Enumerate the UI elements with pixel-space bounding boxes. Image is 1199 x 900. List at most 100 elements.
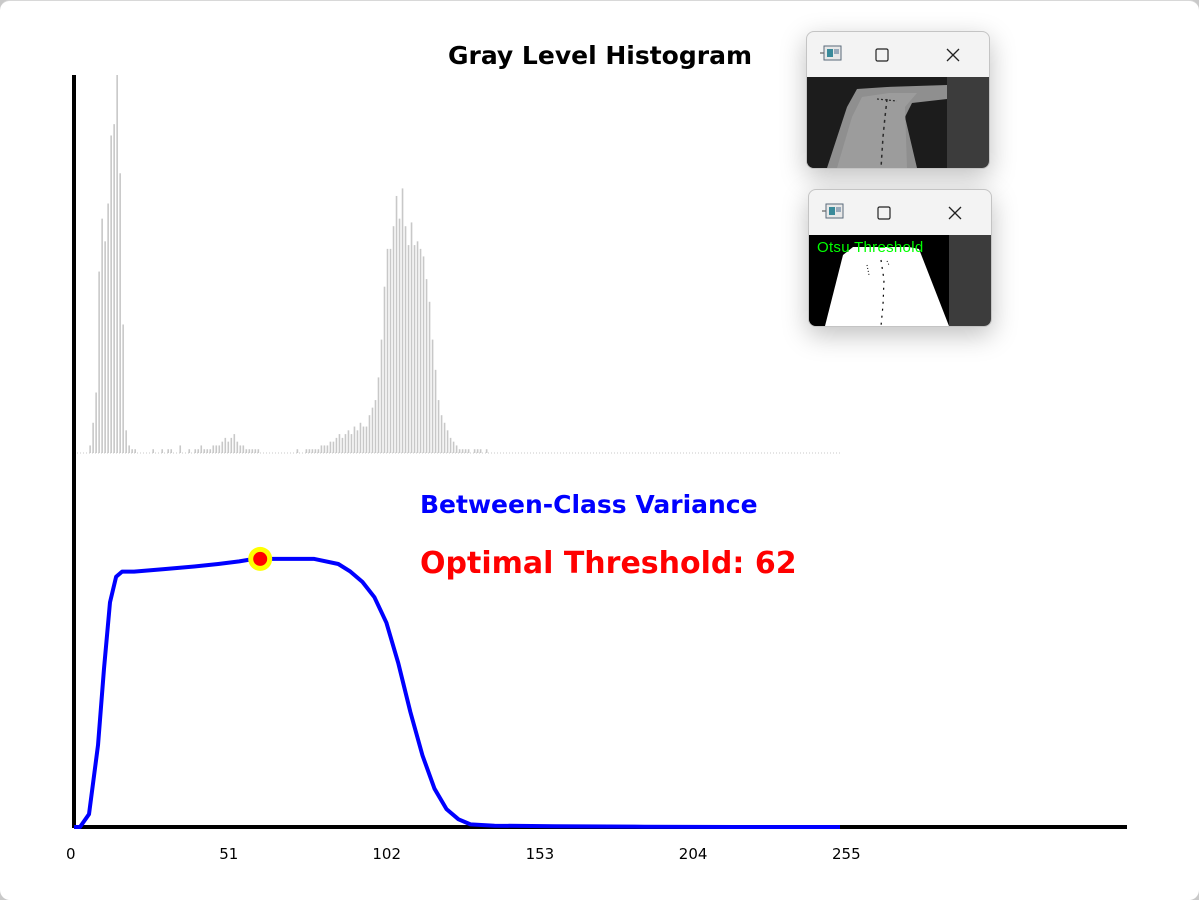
histogram-bar	[311, 449, 314, 453]
histogram-bar	[227, 441, 230, 453]
histogram-bar	[95, 392, 97, 453]
histogram-bar	[350, 434, 353, 453]
close-button[interactable]	[940, 200, 970, 226]
histogram-bar	[167, 449, 170, 453]
close-icon	[948, 206, 962, 220]
maximize-button[interactable]	[867, 42, 897, 68]
titlebar[interactable]	[809, 190, 991, 235]
histogram-bar	[431, 339, 434, 453]
histogram-bar	[206, 449, 209, 453]
histogram-bar	[257, 449, 260, 453]
maximize-button[interactable]	[869, 200, 899, 226]
histogram-bar	[434, 369, 437, 453]
x-tick-label: 51	[219, 845, 238, 863]
histogram-bar	[245, 449, 248, 453]
histogram-bar	[248, 449, 251, 453]
histogram-bar	[296, 449, 299, 453]
titlebar[interactable]	[807, 32, 989, 77]
histogram-bar	[101, 218, 103, 453]
histogram-bar	[374, 400, 377, 453]
x-tick-labels: 0 51 102 153 204 255	[66, 845, 861, 863]
histogram-bar	[134, 449, 136, 453]
histogram-bar	[338, 434, 341, 453]
histogram-bar	[359, 422, 362, 453]
histogram-bar	[320, 445, 323, 453]
histogram-bar	[254, 449, 257, 453]
histogram-bar	[305, 449, 308, 453]
histogram-bar	[377, 377, 380, 453]
histogram-bar	[323, 445, 326, 453]
histogram-bar	[209, 449, 212, 453]
histogram-bar	[347, 430, 350, 453]
histogram-bar	[473, 449, 476, 453]
histogram-bar	[443, 422, 446, 453]
histogram-bar	[413, 245, 416, 453]
app-icon	[820, 45, 842, 61]
histogram-bar	[437, 400, 440, 453]
histogram-bar	[329, 441, 332, 453]
histogram-bar	[89, 445, 91, 453]
close-button[interactable]	[938, 42, 968, 68]
histogram-bar	[446, 430, 449, 453]
histogram-bar	[467, 449, 470, 453]
histogram-bar	[353, 426, 356, 453]
histogram-bar	[341, 437, 344, 453]
variance-curve	[74, 556, 840, 829]
histogram-bar	[236, 441, 239, 453]
grayscale-image	[807, 77, 989, 168]
variance-legend: Between-Class Variance	[420, 490, 758, 519]
histogram-bar	[407, 245, 410, 453]
histogram-bar	[479, 449, 482, 453]
histogram-bar	[416, 241, 419, 453]
histogram-bar	[422, 256, 425, 453]
histogram-bar	[404, 226, 407, 453]
histogram-bar	[419, 248, 422, 453]
histogram-bar	[344, 434, 347, 453]
histogram-bar	[113, 124, 115, 453]
histogram-bar	[119, 173, 121, 453]
histogram-bar	[179, 445, 182, 453]
histogram-bar	[383, 286, 386, 453]
histogram-bar	[116, 75, 118, 453]
histogram-bar	[395, 195, 398, 453]
x-tick-label: 153	[526, 845, 555, 863]
maximize-icon	[877, 206, 891, 220]
histogram-bar	[440, 415, 443, 453]
histogram-bar	[194, 449, 197, 453]
histogram-bar	[485, 449, 488, 453]
histogram-bar	[326, 445, 329, 453]
histogram-bars	[89, 75, 488, 454]
histogram-bar	[449, 437, 452, 453]
histogram-bar	[212, 445, 215, 453]
histogram-bar	[239, 445, 242, 453]
histogram-bar	[389, 248, 392, 453]
histogram-bar	[221, 441, 224, 453]
histogram-bar	[161, 449, 164, 453]
histogram-bar	[464, 449, 467, 453]
histogram-bar	[128, 445, 130, 453]
histogram-bar	[224, 437, 227, 453]
chart-title: Gray Level Histogram	[448, 41, 752, 70]
histogram-bar	[356, 430, 359, 453]
grayscale-preview-window[interactable]	[806, 31, 990, 169]
histogram-bar	[203, 449, 206, 453]
otsu-preview-window[interactable]: Otsu Threshold	[808, 189, 992, 327]
histogram-bar	[425, 279, 428, 453]
histogram-bar	[386, 248, 389, 453]
x-tick-label: 102	[372, 845, 401, 863]
histogram-bar	[380, 339, 383, 453]
histogram-bar	[98, 271, 100, 453]
histogram-bar	[401, 188, 404, 453]
histogram-bar	[371, 407, 374, 453]
histogram-bar	[428, 301, 431, 453]
histogram-bar	[455, 445, 458, 453]
histogram-bar	[122, 324, 124, 453]
threshold-legend: Optimal Threshold: 62	[420, 546, 797, 581]
histogram-bar	[215, 445, 218, 453]
histogram-bar	[131, 449, 133, 453]
histogram-bar	[398, 218, 401, 453]
histogram-bar	[242, 445, 245, 453]
histogram-bar	[314, 449, 317, 453]
